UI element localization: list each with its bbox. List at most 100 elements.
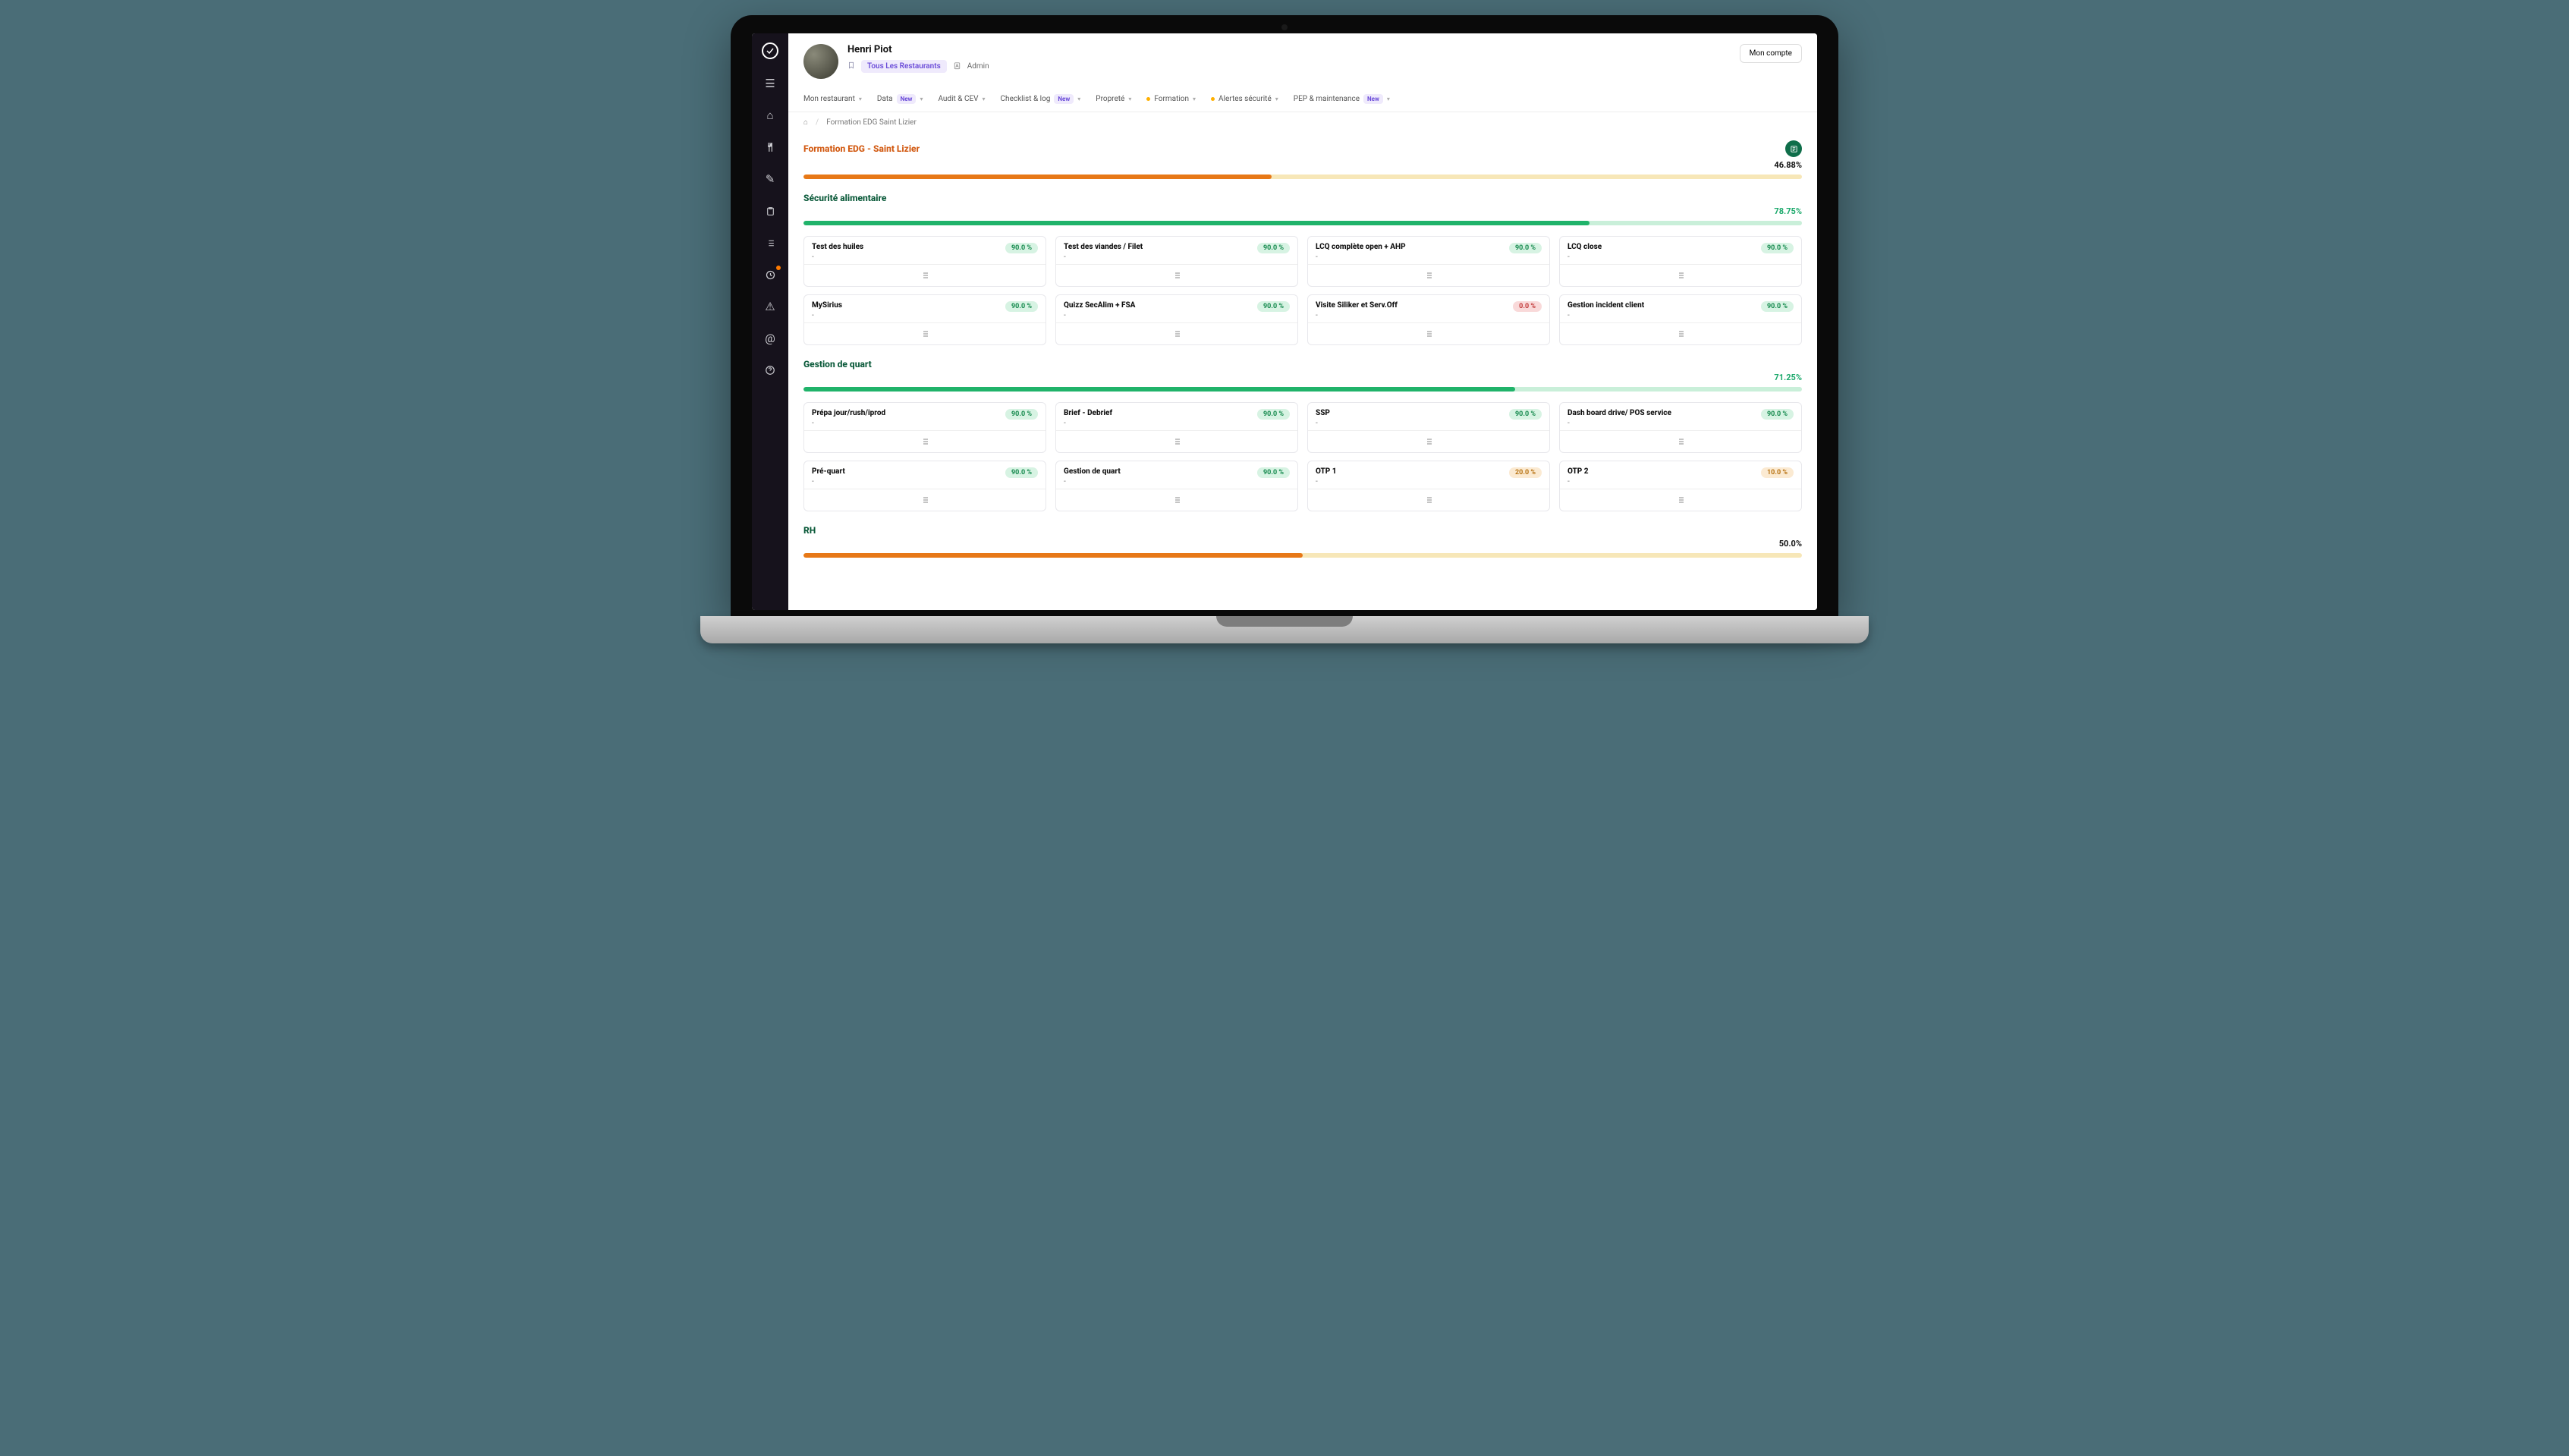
restaurant-badge[interactable]: Tous Les Restaurants: [861, 60, 947, 73]
card-action[interactable]: [1308, 323, 1549, 344]
nav-item[interactable]: Propreté▾: [1096, 94, 1131, 104]
chevron-down-icon: ▾: [859, 96, 862, 102]
nav-item-label: Alertes sécurité: [1218, 95, 1272, 103]
card-action[interactable]: [1056, 489, 1297, 511]
training-card[interactable]: SSP-90.0 %: [1307, 402, 1550, 453]
training-card[interactable]: LCQ complète open + AHP-90.0 %: [1307, 236, 1550, 287]
card-action[interactable]: [1308, 489, 1549, 511]
list-icon[interactable]: [763, 235, 778, 250]
training-card[interactable]: Pré-quart-90.0 %: [803, 461, 1046, 511]
list-icon: [1424, 437, 1433, 446]
training-card[interactable]: OTP 2-10.0 %: [1559, 461, 1802, 511]
nav-item[interactable]: Mon restaurant ▾: [803, 94, 862, 104]
score-pill: 90.0 %: [1761, 301, 1794, 312]
card-action[interactable]: [804, 489, 1046, 511]
page-pct: 46.88%: [803, 160, 1802, 170]
nav-item[interactable]: PEP & maintenanceNew▾: [1294, 94, 1390, 104]
nav-item[interactable]: Formation▾: [1146, 94, 1196, 104]
score-pill: 0.0 %: [1513, 301, 1542, 312]
nav-item[interactable]: Checklist & logNew▾: [1001, 94, 1081, 104]
card-action[interactable]: [804, 431, 1046, 452]
nav-dot-icon: [1211, 97, 1215, 101]
card-action[interactable]: [1056, 323, 1297, 344]
card-subtitle: -: [1316, 311, 1398, 319]
laptop-base: [700, 616, 1869, 643]
restaurant-icon[interactable]: [763, 140, 778, 155]
card-action[interactable]: [1560, 489, 1801, 511]
card-action[interactable]: [1056, 265, 1297, 286]
section-progress-fill: [803, 387, 1515, 392]
training-card[interactable]: Test des viandes / Filet-90.0 %: [1055, 236, 1298, 287]
export-badge[interactable]: [1785, 140, 1802, 157]
activity-icon[interactable]: [763, 267, 778, 282]
score-pill: 90.0 %: [1005, 243, 1038, 253]
nav-item[interactable]: Alertes sécurité▾: [1211, 94, 1278, 104]
card-action[interactable]: [1560, 265, 1801, 286]
list-icon: [1676, 271, 1685, 280]
card-title: LCQ close: [1567, 243, 1602, 251]
avatar[interactable]: [803, 44, 838, 79]
role-text: Admin: [967, 62, 989, 71]
help-icon[interactable]: [763, 363, 778, 378]
training-card[interactable]: Gestion incident client-90.0 %: [1559, 294, 1802, 345]
header: Henri Piot Tous Les Restaurants Admin Mo…: [788, 33, 1817, 83]
alert-icon[interactable]: ⚠: [763, 299, 778, 314]
section-progress-fill: [803, 553, 1303, 558]
cards-grid: Test des huiles-90.0 %Test des viandes /…: [803, 236, 1802, 345]
nav-item[interactable]: DataNew▾: [877, 94, 923, 104]
menu-icon[interactable]: ☰: [763, 76, 778, 91]
cards-grid: Prépa jour/rush/iprod-90.0 %Brief - Debr…: [803, 402, 1802, 511]
score-pill: 90.0 %: [1005, 301, 1038, 312]
section-title: Sécurité alimentaire: [803, 193, 1802, 203]
app-logo[interactable]: [762, 42, 778, 59]
training-card[interactable]: Brief - Debrief-90.0 %: [1055, 402, 1298, 453]
score-pill: 20.0 %: [1509, 467, 1542, 478]
card-subtitle: -: [1567, 311, 1644, 319]
card-action[interactable]: [804, 265, 1046, 286]
account-button[interactable]: Mon compte: [1740, 44, 1802, 63]
card-action[interactable]: [1308, 265, 1549, 286]
page-progress-fill: [803, 175, 1272, 179]
training-card[interactable]: OTP 1-20.0 %: [1307, 461, 1550, 511]
card-action[interactable]: [1308, 431, 1549, 452]
bookmark-icon: [847, 61, 855, 72]
card-title: Test des huiles: [812, 243, 863, 251]
score-pill: 90.0 %: [1257, 467, 1290, 478]
at-icon[interactable]: @: [763, 331, 778, 346]
card-action[interactable]: [1056, 431, 1297, 452]
card-title: Prépa jour/rush/iprod: [812, 409, 885, 417]
nav-item-label: Propreté: [1096, 95, 1124, 103]
card-action[interactable]: [1560, 431, 1801, 452]
breadcrumb-home-icon[interactable]: ⌂: [803, 118, 808, 127]
card-action[interactable]: [804, 323, 1046, 344]
training-card[interactable]: Dash board drive/ POS service-90.0 %: [1559, 402, 1802, 453]
list-icon: [1676, 495, 1685, 505]
score-pill: 90.0 %: [1257, 243, 1290, 253]
list-icon: [1424, 271, 1433, 280]
breadcrumb: ⌂ / Formation EDG Saint Lizier: [788, 112, 1817, 133]
chevron-down-icon: ▾: [983, 96, 986, 102]
training-card[interactable]: MySirius-90.0 %: [803, 294, 1046, 345]
home-icon[interactable]: ⌂: [763, 108, 778, 123]
training-card[interactable]: Test des huiles-90.0 %: [803, 236, 1046, 287]
section-progress: [803, 553, 1802, 558]
card-action[interactable]: [1560, 323, 1801, 344]
clipboard-icon[interactable]: [763, 203, 778, 219]
page-title: Formation EDG - Saint Lizier: [803, 143, 1785, 154]
section-title: RH: [803, 525, 1802, 536]
training-card[interactable]: LCQ close-90.0 %: [1559, 236, 1802, 287]
nav-item-label: Mon restaurant: [803, 95, 855, 103]
edit-icon[interactable]: ✎: [763, 171, 778, 187]
training-card[interactable]: Gestion de quart-90.0 %: [1055, 461, 1298, 511]
training-card[interactable]: Prépa jour/rush/iprod-90.0 %: [803, 402, 1046, 453]
new-badge: New: [1363, 94, 1383, 104]
training-card[interactable]: Quizz SecAlim + FSA-90.0 %: [1055, 294, 1298, 345]
training-card[interactable]: Visite Siliker et Serv.Off-0.0 %: [1307, 294, 1550, 345]
nav-item[interactable]: Audit & CEV▾: [938, 94, 985, 104]
page-progress: [803, 175, 1802, 179]
page-body: Formation EDG - Saint Lizier 46.88% Sécu…: [788, 133, 1817, 586]
card-title: Quizz SecAlim + FSA: [1064, 301, 1135, 310]
score-pill: 90.0 %: [1761, 409, 1794, 420]
chevron-down-icon: ▾: [1077, 96, 1080, 102]
list-icon: [1676, 437, 1685, 446]
